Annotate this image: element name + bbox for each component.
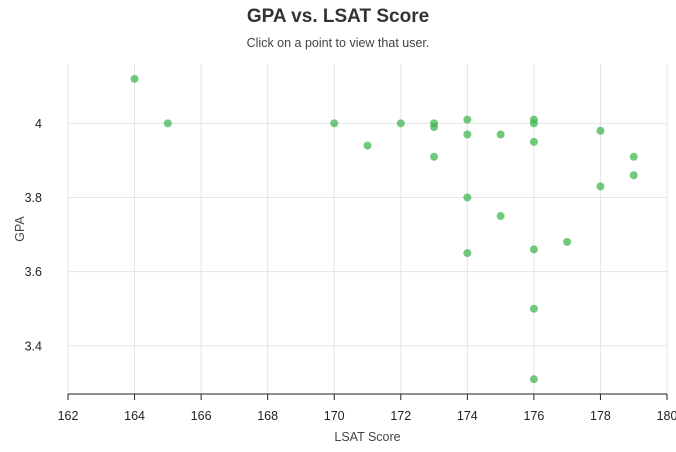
scatter-point[interactable]: 178, 3.83 <box>596 182 605 191</box>
x-tick-label: 172 <box>390 409 411 423</box>
x-tick-label: 162 <box>58 409 79 423</box>
axes <box>67 393 668 400</box>
x-tick-label: 166 <box>191 409 212 423</box>
data-points: 164, 4.12 165, 4 170, 4 171, 3.94 172, 4 173,… <box>130 74 638 384</box>
scatter-point[interactable]: 173, 3.91 <box>430 152 439 161</box>
x-tick-label: 168 <box>257 409 278 423</box>
x-tick-label: 178 <box>590 409 611 423</box>
scatter-point[interactable]: 176, 3.5 <box>529 304 538 313</box>
scatter-point[interactable]: 173, 3.99 <box>430 123 439 132</box>
scatter-point[interactable]: 174, 4.01 <box>463 115 472 124</box>
x-tick-label: 174 <box>457 409 478 423</box>
x-tick-label: 164 <box>124 409 145 423</box>
scatter-point[interactable]: 176, 3.31 <box>529 375 538 384</box>
scatter-point[interactable]: 174, 3.65 <box>463 249 472 258</box>
scatter-point[interactable]: 179, 3.86 <box>629 171 638 180</box>
scatter-point[interactable]: 165, 4 <box>163 119 172 128</box>
scatter-point[interactable]: 175, 3.75 <box>496 212 505 221</box>
scatter-point[interactable]: 170, 4 <box>330 119 339 128</box>
x-tick-label: 176 <box>523 409 544 423</box>
y-tick-label: 4 <box>35 117 42 131</box>
x-axis-title: LSAT Score <box>334 430 400 444</box>
scatter-point[interactable]: 172, 4 <box>396 119 405 128</box>
scatter-point[interactable]: 179, 3.91 <box>629 152 638 161</box>
grid-lines <box>67 64 668 394</box>
x-tick-label: 180 <box>657 409 676 423</box>
scatter-point[interactable]: 164, 4.12 <box>130 74 139 83</box>
scatter-point[interactable]: 176, 3.66 <box>529 245 538 254</box>
scatter-point[interactable]: 176, 3.95 <box>529 137 538 146</box>
chart-subtitle: Click on a point to view that user. <box>246 36 430 50</box>
y-tick-label: 3.4 <box>25 339 42 353</box>
scatter-point[interactable]: 174, 3.8 <box>463 193 472 202</box>
y-axis-title: GPA <box>13 216 27 242</box>
scatter-point[interactable]: 171, 3.94 <box>363 141 372 150</box>
y-tick-label: 3.6 <box>25 265 42 279</box>
tick-labels: 162 164 166 168 170 172 174 176 178 180 3.4 3.6 3.8 4 <box>25 117 676 423</box>
scatter-point[interactable]: 176, 4 <box>529 119 538 128</box>
y-tick-label: 3.8 <box>25 191 42 205</box>
scatter-point[interactable]: 177, 3.68 <box>563 237 572 246</box>
scatter-point[interactable]: 175, 3.97 <box>496 130 505 139</box>
chart-title: GPA vs. LSAT Score <box>246 6 430 27</box>
scatter-point[interactable]: 178, 3.98 <box>596 126 605 135</box>
scatter-point[interactable]: 174, 3.97 <box>463 130 472 139</box>
x-tick-label: 170 <box>324 409 345 423</box>
